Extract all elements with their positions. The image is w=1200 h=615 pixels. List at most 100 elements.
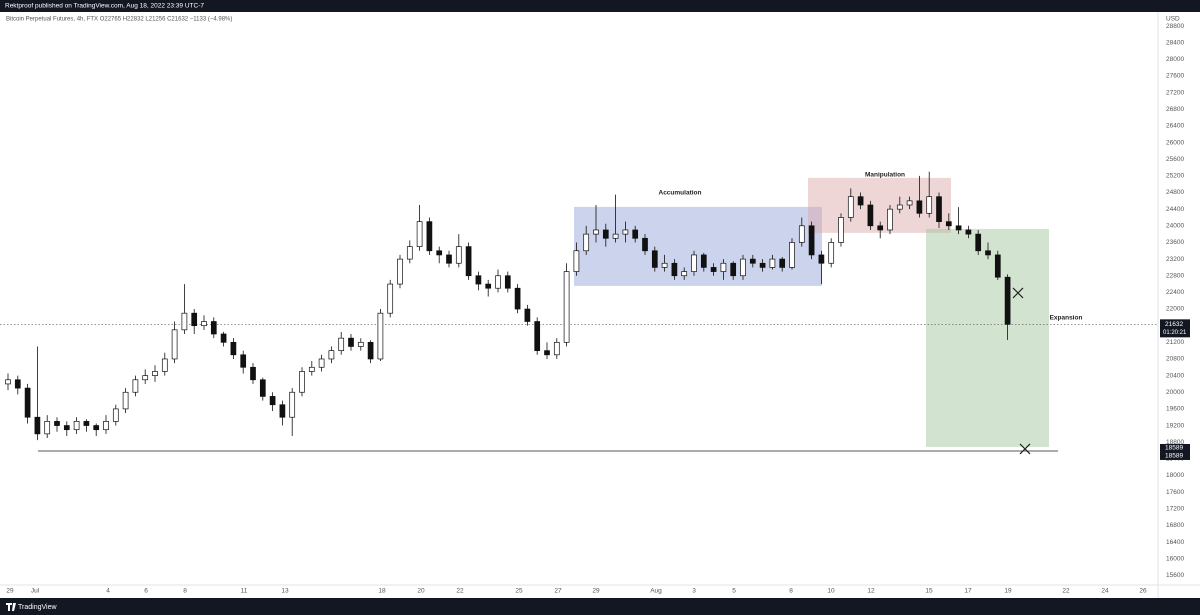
candle-body: [357, 341, 364, 347]
x-tick-label: 12: [867, 588, 875, 595]
candle-body: [926, 196, 933, 214]
candle-body: [436, 250, 443, 256]
candle-body: [416, 221, 423, 247]
zone: [926, 228, 1049, 447]
x-tick-label: 20: [417, 588, 425, 595]
candle-body: [563, 271, 570, 343]
y-tick-label: 21200: [1166, 339, 1184, 346]
x-tick-label: 22: [1062, 588, 1070, 595]
x-tick-label: 8: [183, 588, 187, 595]
brand: TradingView: [18, 604, 57, 611]
candle-body: [220, 333, 227, 343]
x-tick-label: 15: [925, 588, 933, 595]
candle-body: [318, 358, 325, 368]
y-tick-label: 28400: [1166, 39, 1184, 46]
candle-body: [1004, 276, 1011, 325]
candle-body: [367, 341, 374, 360]
candle-body: [622, 229, 629, 235]
y-tick-label: 17600: [1166, 489, 1184, 496]
candle-body: [779, 258, 786, 268]
x-tick-label: 29: [6, 588, 14, 595]
candle-body: [955, 225, 962, 231]
y-tick-label: 22000: [1166, 306, 1184, 313]
candle-body: [328, 350, 335, 360]
candle-body: [34, 416, 41, 435]
y-tick-label: 23600: [1166, 239, 1184, 246]
footer-bar: [0, 598, 1200, 615]
candle-body: [896, 204, 903, 210]
candle-body: [122, 391, 129, 410]
candle-body: [651, 250, 658, 268]
candle-body: [426, 221, 433, 252]
candle-body: [553, 341, 560, 356]
candle-body: [544, 350, 550, 356]
candle-body: [250, 366, 256, 381]
candle-body: [308, 366, 315, 372]
x-tick-label: 5: [732, 588, 736, 595]
y-tick-label: 23200: [1166, 256, 1184, 263]
zone-label: Expansion: [1050, 315, 1083, 322]
candle-body: [103, 421, 109, 431]
candle-body: [838, 217, 844, 243]
x-tick-label: 29: [592, 588, 600, 595]
candle-body: [112, 408, 119, 422]
x-tick-label: 27: [554, 588, 562, 595]
y-tick-label: 22400: [1166, 289, 1184, 296]
y-tick-label: 26000: [1166, 139, 1184, 146]
price-badge-label: 21632: [1165, 321, 1183, 328]
candle-body: [44, 421, 51, 435]
candle-body: [485, 283, 492, 289]
x-tick-label: 26: [1139, 588, 1147, 595]
candle-body: [769, 258, 776, 268]
candle-body: [877, 225, 884, 231]
y-tick-label: 24000: [1166, 223, 1184, 230]
candle-body: [975, 233, 982, 252]
candle-body: [808, 225, 815, 256]
candle-body: [700, 254, 707, 268]
candle-body: [191, 312, 198, 327]
candle-body: [681, 271, 688, 277]
candle-body: [583, 233, 590, 252]
brand-logo: [6, 603, 16, 611]
y-tick-label: 16400: [1166, 539, 1184, 546]
level-label: 18589: [1165, 453, 1183, 460]
y-tick-label: 25600: [1166, 156, 1184, 163]
y-tick-label: 27600: [1166, 73, 1184, 80]
candle-body: [632, 229, 639, 239]
zone-label: Manipulation: [865, 172, 905, 179]
x-tick-label: 4: [106, 588, 110, 595]
y-tick-label: 17200: [1166, 505, 1184, 512]
candle-body: [269, 396, 276, 406]
candle-body: [377, 312, 384, 360]
x-tick-label: 19: [1004, 588, 1012, 595]
candle-body: [5, 379, 11, 385]
x-tick-label: 17: [964, 588, 972, 595]
x-tick-label: 25: [515, 588, 523, 595]
y-tick-label: 24800: [1166, 189, 1184, 196]
y-tick-label: 22800: [1166, 272, 1184, 279]
candle-body: [602, 229, 609, 239]
candle-body: [171, 329, 178, 360]
candle-body: [642, 237, 648, 252]
candle-body: [847, 196, 854, 218]
candle-body: [514, 287, 521, 310]
candle-body: [201, 321, 207, 327]
x-tick-label: 13: [281, 588, 289, 595]
y-tick-label: 26400: [1166, 123, 1184, 130]
candle-body: [230, 341, 237, 356]
x-tick-label: Aug: [650, 588, 662, 595]
candle-body: [455, 246, 462, 264]
target-mark: [1012, 287, 1024, 299]
x-tick-label: 8: [789, 588, 793, 595]
candle-body: [406, 246, 413, 260]
candle-body: [965, 229, 972, 235]
candle-body: [93, 425, 100, 431]
y-tick-label: 20800: [1166, 356, 1184, 363]
candle-body: [994, 254, 1001, 278]
y-tick-label: 28800: [1166, 23, 1184, 30]
candle-body: [906, 200, 913, 206]
candle-body: [132, 379, 139, 393]
y-tick-label: 26800: [1166, 106, 1184, 113]
candle-body: [83, 421, 90, 426]
